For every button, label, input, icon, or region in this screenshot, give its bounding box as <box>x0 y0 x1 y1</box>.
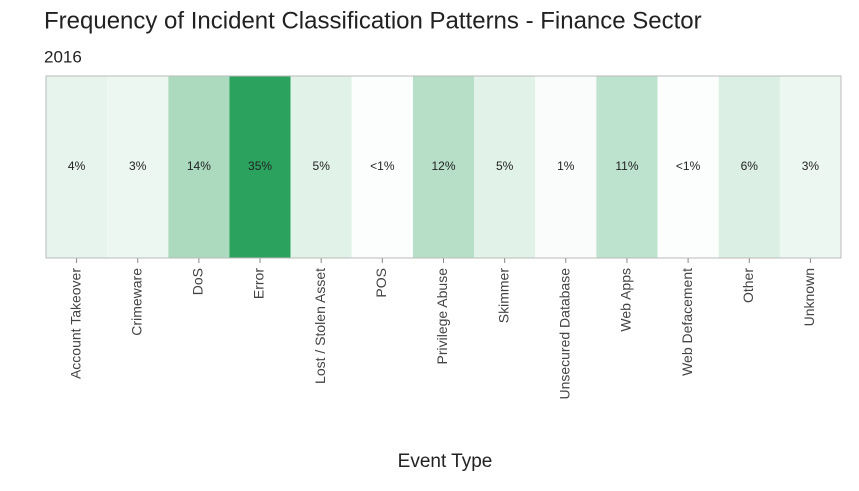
heat-cell <box>412 76 475 258</box>
x-tick-label: Web Defacement <box>679 268 695 376</box>
x-tick-label: Crimeware <box>128 268 144 336</box>
heat-cell <box>168 76 230 258</box>
heat-cell <box>351 76 413 258</box>
x-tick-label: Other <box>740 268 756 303</box>
value-label: <1% <box>370 159 395 173</box>
heat-cell <box>290 76 352 258</box>
x-tick-label: Error <box>251 268 267 299</box>
chart-title: Frequency of Incident Classification Pat… <box>44 7 702 34</box>
value-label: 35% <box>248 159 272 173</box>
value-label: 3% <box>129 159 147 173</box>
value-label: 5% <box>313 159 331 173</box>
x-tick-label: Skimmer <box>495 268 511 324</box>
value-label: <1% <box>676 159 701 173</box>
heat-cell <box>779 76 841 258</box>
plot-border <box>45 75 842 259</box>
x-tick-label: POS <box>373 268 389 298</box>
x-tick-label: Web Apps <box>618 268 634 332</box>
heat-cell <box>229 76 291 258</box>
value-label: 1% <box>557 159 575 173</box>
heat-cell <box>535 76 597 258</box>
heat-cell <box>474 76 536 258</box>
x-tick-label: Account Takeover <box>67 268 83 379</box>
x-tick-label: Unsecured Database <box>557 268 573 400</box>
x-tick-label: DoS <box>190 268 206 295</box>
chart-subtitle: 2016 <box>44 47 82 66</box>
heat-cell <box>46 76 108 258</box>
value-label: 12% <box>431 159 455 173</box>
x-tick-label: Lost / Stolen Asset <box>312 268 328 384</box>
heat-cell <box>107 76 169 258</box>
value-label: 14% <box>187 159 211 173</box>
heat-cell <box>718 76 780 258</box>
x-tick-label: Privilege Abuse <box>434 268 450 365</box>
value-label: 11% <box>615 159 638 173</box>
value-label: 5% <box>496 159 514 173</box>
x-axis-title: Event Type <box>398 451 493 472</box>
heat-cell <box>596 76 658 258</box>
heat-cell <box>657 76 719 258</box>
value-label: 4% <box>68 159 86 173</box>
value-label: 6% <box>741 159 759 173</box>
x-tick-label: Unknown <box>801 268 817 326</box>
value-label: 3% <box>802 159 820 173</box>
